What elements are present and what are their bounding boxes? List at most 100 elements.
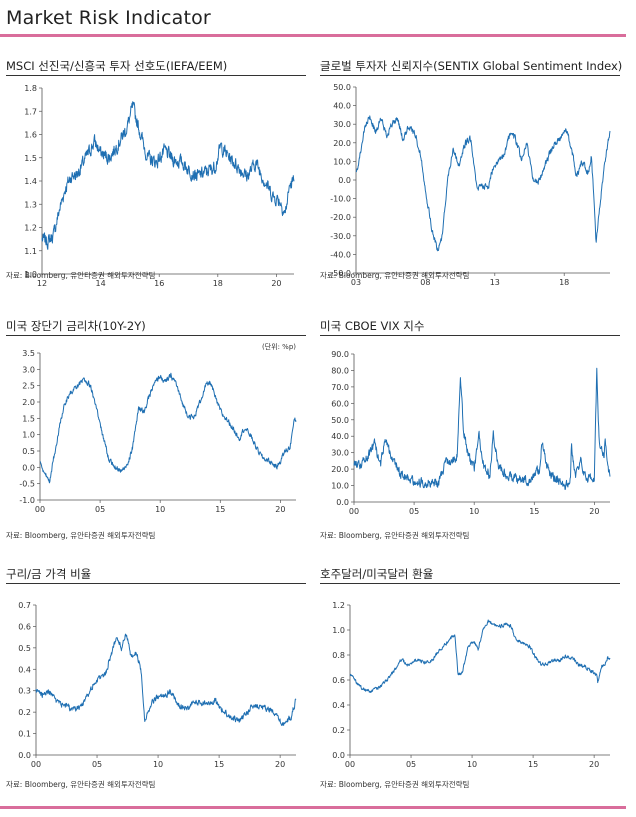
chart-title: 미국 CBOE VIX 지수 bbox=[320, 319, 425, 333]
y-tick-label: 0.0 bbox=[18, 751, 31, 760]
x-tick-label: 14 bbox=[96, 279, 106, 288]
y-tick-label: 1.4 bbox=[24, 177, 37, 186]
y-tick-label: 70.0 bbox=[331, 383, 349, 392]
y-tick-label: 1.6 bbox=[24, 131, 37, 140]
line-chart-aud-usd: 0.0 0.2 0.4 0.6 0.8 1.0 1.2 00 05 10 15 20 bbox=[332, 601, 611, 769]
x-tick-label: 00 bbox=[35, 505, 45, 514]
y-tick-label: -1.0 bbox=[19, 496, 35, 505]
y-tick-label: 1.7 bbox=[24, 107, 37, 116]
y-tick-label: 20.0 bbox=[333, 139, 351, 148]
y-tick-label: 40.0 bbox=[331, 432, 349, 441]
series-line bbox=[39, 372, 297, 484]
y-tick-label: 1.8 bbox=[24, 84, 37, 93]
y-tick-label: 0.3 bbox=[18, 687, 31, 696]
chart-panel-msci: MSCI 선진국/신흥국 투자 선호도(IEFA/EEM) 1.0 1.1 1.2 1… bbox=[6, 58, 314, 308]
y-tick-label: 1.5 bbox=[22, 414, 35, 423]
x-tick-label: 15 bbox=[528, 760, 538, 769]
y-tick-label: 0.6 bbox=[332, 676, 345, 685]
x-tick-label: 05 bbox=[92, 760, 102, 769]
chart-panel-vix: 미국 CBOE VIX 지수 0.0 10.0 20.0 30.0 40.0 50.0 60… bbox=[320, 318, 628, 568]
y-tick-label: 0.4 bbox=[18, 665, 31, 674]
line-chart-sentix: -50.0 -40.0 -30.0 -20.0 -10.0 0.0 10.0 20.0 30.0… bbox=[330, 83, 611, 287]
y-tick-label: 2.5 bbox=[22, 382, 35, 391]
y-tick-label: 40.0 bbox=[333, 102, 351, 111]
source-note: 자료: Bloomberg, 유안타증권 해외투자전략팀 bbox=[320, 271, 470, 280]
x-tick-label: 13 bbox=[490, 278, 500, 287]
chart-panel-spread: 미국 장단기 금리차(10Y-2Y) -1.0 -0.5 0.0 0.5 1.0 1.5 2… bbox=[6, 318, 314, 568]
y-tick-label: 0.7 bbox=[18, 601, 31, 610]
y-tick-label: -10.0 bbox=[330, 195, 351, 204]
x-tick-label: 18 bbox=[213, 279, 223, 288]
chart-title: 구리/금 가격 비율 bbox=[6, 567, 92, 581]
x-tick-label: 15 bbox=[529, 507, 539, 516]
x-tick-label: 10 bbox=[469, 507, 479, 516]
x-tick-label: 05 bbox=[406, 760, 416, 769]
x-tick-label: 15 bbox=[214, 760, 224, 769]
series-line bbox=[349, 619, 611, 693]
x-tick-label: 20 bbox=[275, 760, 285, 769]
y-tick-label: 0.5 bbox=[18, 644, 31, 653]
y-tick-label: 0.1 bbox=[18, 730, 31, 739]
y-tick-label: 1.3 bbox=[24, 200, 37, 209]
chart-panel-copper-gold: 구리/금 가격 비율 0.0 0.1 0.2 0.3 0.4 0.5 0.6 0.7 00 05 1… bbox=[6, 566, 314, 816]
source-note: 자료: Bloomberg, 유안타증권 해외투자전략팀 bbox=[6, 780, 156, 789]
x-tick-label: 00 bbox=[349, 507, 359, 516]
y-tick-label: 50.0 bbox=[331, 416, 349, 425]
y-tick-label: 0.4 bbox=[332, 701, 345, 710]
y-tick-label: -50.0 bbox=[330, 269, 351, 278]
x-tick-label: 05 bbox=[409, 507, 419, 516]
x-tick-label: 10 bbox=[153, 760, 163, 769]
y-tick-label: 60.0 bbox=[331, 399, 349, 408]
chart-panel-sentix: 글로벌 투자자 신뢰지수(SENTIX Global Sentiment Ind… bbox=[320, 58, 628, 308]
chart-title: MSCI 선진국/신흥국 투자 선호도(IEFA/EEM) bbox=[6, 59, 228, 73]
page-title: Market Risk Indicator bbox=[6, 7, 211, 29]
y-tick-label: 0.0 bbox=[336, 498, 349, 507]
top-pink-rule bbox=[0, 34, 626, 37]
y-tick-label: 30.0 bbox=[333, 120, 351, 129]
x-tick-label: 12 bbox=[37, 279, 47, 288]
x-tick-label: 18 bbox=[559, 278, 569, 287]
chart-title: 미국 장단기 금리차(10Y-2Y) bbox=[6, 319, 146, 333]
line-chart-spread: -1.0 -0.5 0.0 0.5 1.0 1.5 2.0 2.5 3.0 3.5 00 05 10 15… bbox=[19, 342, 297, 514]
y-tick-label: 20.0 bbox=[331, 465, 349, 474]
title-underline bbox=[6, 583, 306, 584]
source-note: 자료: Bloomberg, 유안타증권 해외투자전략팀 bbox=[320, 531, 470, 540]
y-tick-label: 1.0 bbox=[24, 270, 37, 279]
series-line bbox=[35, 633, 297, 726]
x-tick-label: 20 bbox=[589, 760, 599, 769]
y-tick-label: 1.2 bbox=[332, 601, 345, 610]
chart-title: 글로벌 투자자 신뢰지수(SENTIX Global Sentiment Ind… bbox=[320, 59, 623, 73]
title-underline bbox=[320, 75, 620, 76]
unit-label: (단위: %p) bbox=[262, 342, 296, 351]
x-tick-label: 03 bbox=[351, 278, 361, 287]
x-tick-label: 10 bbox=[155, 505, 165, 514]
source-note: 자료: Bloomberg, 유안타증권 해외투자전략팀 bbox=[320, 780, 470, 789]
y-tick-label: 30.0 bbox=[331, 449, 349, 458]
title-underline bbox=[6, 335, 306, 336]
y-tick-label: 0.0 bbox=[332, 751, 345, 760]
x-tick-label: 08 bbox=[420, 278, 430, 287]
y-tick-label: 0.2 bbox=[18, 708, 31, 717]
series-line bbox=[41, 101, 295, 250]
title-underline bbox=[320, 335, 620, 336]
y-tick-label: 1.0 bbox=[332, 626, 345, 635]
chart-panel-aud-usd: 호주달러/미국달러 환율 0.0 0.2 0.4 0.6 0.8 1.0 1.2 00 05 10… bbox=[320, 566, 628, 816]
x-tick-label: 00 bbox=[345, 760, 355, 769]
y-tick-label: 1.2 bbox=[24, 224, 37, 233]
line-chart-copper-gold: 0.0 0.1 0.2 0.3 0.4 0.5 0.6 0.7 00 05 10 15 20 bbox=[18, 601, 297, 769]
x-tick-label: 00 bbox=[31, 760, 41, 769]
y-tick-label: 80.0 bbox=[331, 366, 349, 375]
y-tick-label: 1.0 bbox=[22, 431, 35, 440]
y-tick-label: 1.5 bbox=[24, 154, 37, 163]
source-note: 자료: Bloomberg, 유안타증권 해외투자전략팀 bbox=[6, 271, 156, 280]
y-tick-label: 0.2 bbox=[332, 726, 345, 735]
y-tick-label: 3.0 bbox=[22, 365, 35, 374]
x-tick-label: 20 bbox=[275, 505, 285, 514]
y-tick-label: 0.8 bbox=[332, 651, 345, 660]
y-tick-label: -40.0 bbox=[330, 250, 351, 259]
x-tick-label: 10 bbox=[467, 760, 477, 769]
chart-title: 호주달러/미국달러 환율 bbox=[320, 567, 434, 581]
series-line bbox=[355, 115, 611, 252]
x-tick-label: 15 bbox=[215, 505, 225, 514]
y-tick-label: 1.1 bbox=[24, 247, 37, 256]
